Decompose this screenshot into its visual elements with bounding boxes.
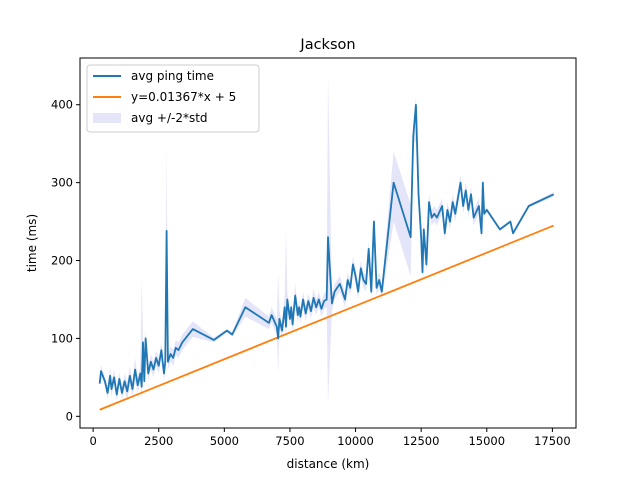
legend-label-band: avg +/-2*std [131,111,208,125]
plot-frame [79,57,577,429]
y-tick-label: 200 [51,254,73,268]
x-tick-label: 7500 [275,434,304,448]
x-tick-label: 17500 [534,434,571,448]
x-tick-label: 15000 [468,434,505,448]
legend-swatch-band [93,113,121,123]
chart-title: Jackson [299,37,355,53]
x-tick-label: 12500 [403,434,440,448]
x-axis-ticks: 0 2500 5000 7500 10000 12500 15000 17500 [89,428,571,448]
avg-line-layer [98,103,555,396]
y-tick-label: 300 [51,176,73,190]
legend-label-fit: y=0.01367*x + 5 [131,90,236,104]
plot-area [79,57,577,429]
y-tick-label: 400 [51,98,73,112]
y-axis-label: time (ms) [25,214,39,272]
legend: avg ping time y=0.01367*x + 5 avg +/-2*s… [86,64,260,133]
x-axis-label: distance (km) [287,457,370,471]
y-tick-label: 0 [66,409,73,423]
x-tick-label: 5000 [210,434,239,448]
x-tick-label: 10000 [337,434,374,448]
fit-line-layer [99,224,555,411]
legend-frame [86,64,260,133]
x-tick-label: 0 [89,434,96,448]
avg-ping-line [98,103,555,396]
x-tick-label: 2500 [144,434,173,448]
fit-line [99,224,555,411]
legend-label-avg: avg ping time [131,69,214,83]
y-axis-ticks: 0 100 200 300 400 [51,98,80,423]
y-tick-label: 100 [51,331,73,345]
